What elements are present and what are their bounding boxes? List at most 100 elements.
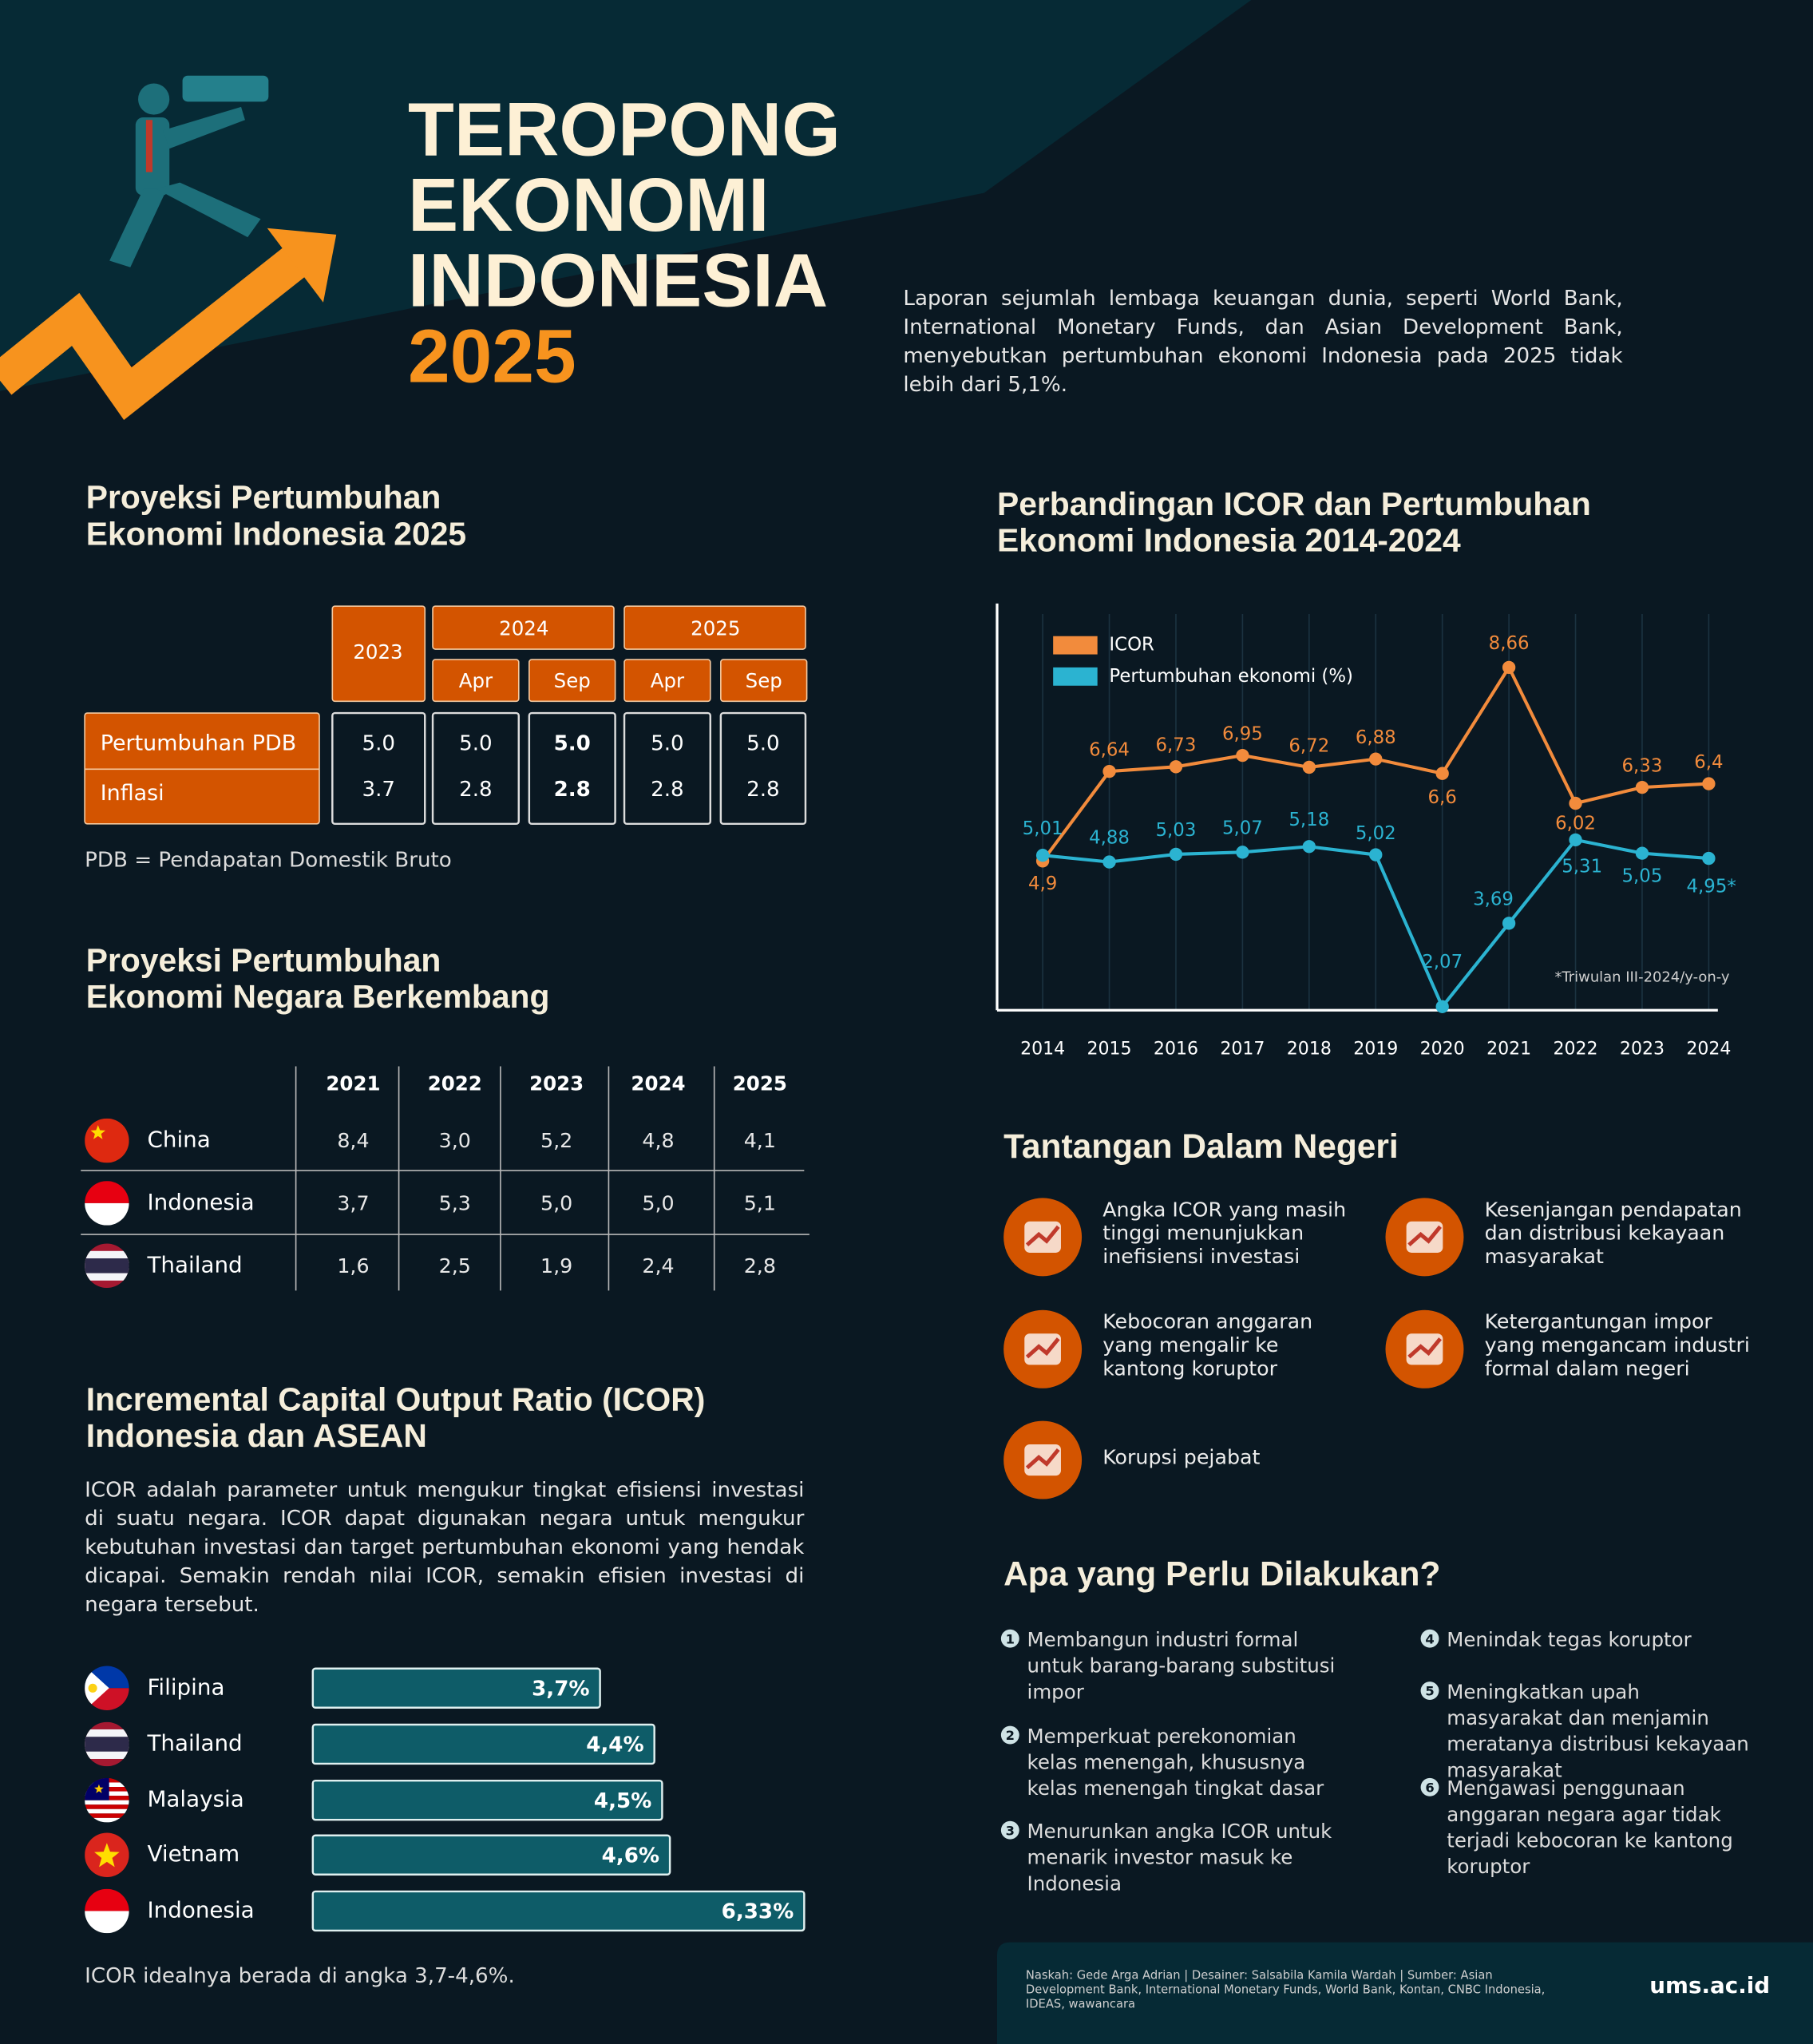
data-point (1169, 847, 1183, 862)
legend-swatch (1053, 667, 1098, 686)
number-badge (1000, 1820, 1019, 1840)
challenge-text: Korupsi pejabat (1102, 1445, 1261, 1469)
section-title: Ekonomi Negara Berkembang (85, 979, 550, 1016)
action-text: Meningkatkan upah masyarakat dan menjami… (1447, 1680, 1749, 1782)
number-text: 3 (1006, 1823, 1015, 1838)
value-cell (528, 711, 616, 826)
x-tick-label: 2016 (1154, 1039, 1198, 1059)
action-text: Menurunkan angka ICOR untuk menarik inve… (1027, 1820, 1332, 1895)
number-text: 2 (1006, 1728, 1015, 1743)
cell-value: 2.8 (746, 778, 780, 802)
bar (311, 1723, 655, 1765)
data-label: 3,69 (1473, 889, 1514, 909)
column-header: 2022 (428, 1072, 482, 1095)
challenge-text: Kesenjangan pendapatan dan distribusi ke… (1484, 1198, 1742, 1269)
data-label: 6,02 (1555, 814, 1596, 834)
section-title: Incremental Capital Output Ratio (ICOR) (85, 1381, 706, 1419)
table-note: PDB = Pendapatan Domestik Bruto (85, 847, 452, 873)
country-name: Thailand (146, 1729, 242, 1756)
bar-label: 3,7% (532, 1677, 589, 1701)
arrow-head (267, 228, 337, 303)
number-text: 5 (1425, 1684, 1434, 1699)
bar-label: 4,5% (594, 1789, 651, 1813)
value-cell (331, 711, 426, 826)
value-cell (431, 711, 521, 826)
data-point (1702, 851, 1716, 866)
column-header: 2024 (631, 1072, 685, 1095)
cell-value: 2.8 (651, 778, 684, 802)
number-text: 6 (1425, 1780, 1434, 1795)
title-line: EKONOMI (408, 163, 770, 248)
data-label: 6,6 (1428, 787, 1457, 808)
cell-value: 1,9 (540, 1254, 572, 1278)
number-text: 4 (1425, 1631, 1434, 1646)
data-label: 5,05 (1622, 866, 1663, 887)
data-point (1369, 752, 1383, 766)
data-label: 4,88 (1089, 828, 1130, 849)
flag (85, 1666, 129, 1711)
header-cell (528, 659, 616, 703)
country-name: Indonesia (147, 1896, 254, 1923)
flag-part (85, 1258, 129, 1274)
data-label: 6,72 (1288, 735, 1329, 756)
flag-part (88, 1683, 97, 1693)
cell-value: 2,5 (439, 1254, 471, 1278)
section-title: Indonesia dan ASEAN (85, 1418, 427, 1456)
data-point (1035, 849, 1050, 862)
cell-value: 5,3 (439, 1192, 471, 1215)
cell-value: 2,4 (642, 1254, 674, 1278)
description: ICOR adalah parameter untuk mengukur tin… (85, 1476, 805, 1617)
flag-part (85, 1737, 129, 1752)
cell-value: 5.0 (651, 732, 684, 756)
x-tick-label: 2020 (1420, 1039, 1465, 1059)
header-text: 2024 (499, 617, 548, 640)
x-tick-label: 2017 (1220, 1039, 1265, 1059)
challenge-text: Angka ICOR yang masih tinggi menunjukkan… (1102, 1198, 1347, 1269)
data-point (1435, 1000, 1449, 1013)
cell-value: 3.7 (362, 778, 396, 802)
legend-swatch (1053, 636, 1098, 655)
flag-star (94, 1784, 104, 1793)
row-label: Inflasi (101, 781, 164, 806)
flag-part (85, 1888, 129, 1911)
x-tick-label: 2022 (1553, 1039, 1597, 1059)
cell-value: 5.0 (746, 732, 780, 756)
data-label: 4,9 (1028, 873, 1057, 894)
header-backdrop (0, 0, 1252, 391)
data-label: 6,33 (1622, 755, 1663, 776)
flag-part (85, 1817, 129, 1823)
cell-value: 8,4 (337, 1129, 369, 1152)
data-label: 5,02 (1356, 823, 1396, 844)
header-cell (623, 605, 806, 650)
country-name: Filipina (147, 1674, 224, 1700)
flag-part (85, 1181, 129, 1203)
section-title: Ekonomi Indonesia 2025 (85, 516, 467, 553)
flag-part (85, 1800, 129, 1805)
number-badge (1420, 1629, 1439, 1648)
flag-part (85, 1911, 129, 1934)
country-name: China (147, 1127, 210, 1153)
number-badge (1420, 1777, 1439, 1796)
data-label: 5,07 (1222, 818, 1263, 838)
flag-part (85, 1804, 129, 1809)
data-point (1569, 796, 1582, 810)
x-tick-label: 2019 (1353, 1039, 1398, 1059)
header-text: 2023 (353, 640, 402, 664)
flag (85, 1181, 129, 1226)
x-tick-label: 2015 (1087, 1039, 1132, 1059)
flag-star (90, 1125, 106, 1139)
data-label: 6,64 (1089, 739, 1130, 760)
header-text: Apr (651, 669, 685, 692)
country-name: Vietnam (147, 1840, 239, 1867)
cell-value: 2.8 (459, 778, 493, 802)
x-tick-label: 2023 (1620, 1039, 1665, 1059)
flag-part (85, 1202, 129, 1226)
credits: Naskah: Gede Arga Adrian | Desainer: Sal… (1025, 1969, 1546, 2012)
action-text: Memperkuat perekonomian kelas menengah, … (1027, 1724, 1324, 1800)
header-cell (331, 605, 426, 703)
challenge-icon-detail (1025, 1448, 1060, 1470)
cell-value: 5,0 (540, 1192, 572, 1215)
header-cell (623, 659, 711, 703)
x-tick-label: 2024 (1686, 1039, 1731, 1059)
title-line: TEROPONG (408, 87, 841, 172)
